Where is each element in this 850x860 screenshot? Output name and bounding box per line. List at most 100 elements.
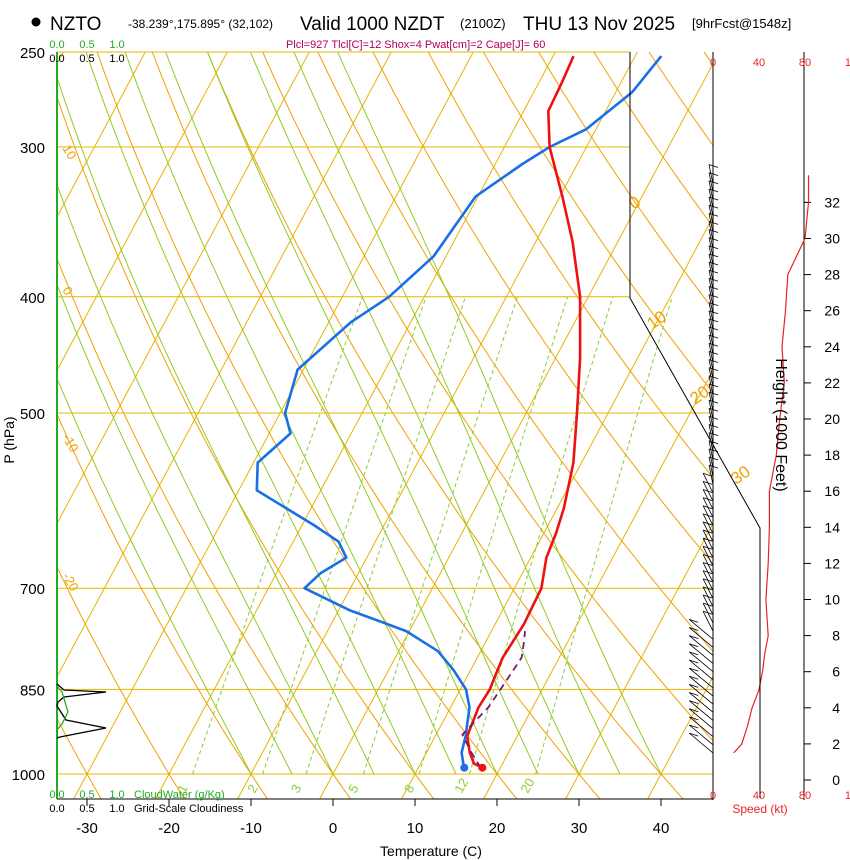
height-tick-label: 22: [824, 375, 840, 391]
isotherm-line: [401, 215, 713, 799]
wind-barb: [708, 440, 714, 461]
dry-adiabat-line: [783, 9, 850, 800]
wind-barb: [708, 237, 714, 258]
mixing-ratio-label: 2: [244, 782, 261, 796]
height-axis-title: Height (1000 Feet): [772, 358, 789, 491]
moist-adiabat-line: [165, 52, 498, 775]
height-tick-label: 32: [824, 194, 840, 210]
mixing-ratio-grid: 1 2 3 5 8 12 20: [174, 296, 673, 796]
wind-barb: [702, 481, 714, 502]
wind-barb: [708, 408, 714, 429]
wind-barb: [688, 684, 714, 705]
height-tick-label: 6: [832, 664, 840, 680]
height-tick-label: 8: [832, 628, 840, 644]
wind-barb: [708, 286, 714, 307]
dry-adiabat-line: [57, 256, 352, 799]
isotherm-line: [319, 62, 713, 799]
wind-barb: [688, 651, 714, 673]
wind-barb-flag: [708, 164, 719, 168]
wind-barb: [688, 716, 714, 737]
height-tick-label: 16: [824, 483, 840, 499]
cloudiness-title: Grid-Scale Cloudiness: [134, 803, 244, 815]
speed-tick-bottom: 0: [710, 790, 716, 802]
dry-adiabat-grid: 10 0 -10 -20: [57, 9, 850, 800]
wind-barb: [702, 489, 714, 510]
wind-barb: [688, 667, 714, 689]
cloudiness-tick-bottom: 0.0: [49, 803, 64, 815]
cloud-water-tick-bottom: 0.0: [49, 789, 64, 801]
x-axis-title: Temperature (C): [380, 843, 482, 859]
pressure-label: 850: [20, 682, 45, 699]
parcel-line: [461, 631, 526, 769]
wind-barb: [708, 261, 714, 282]
dewpoint-line: [255, 55, 663, 769]
wind-barb: [688, 708, 714, 729]
x-tick-label: 30: [571, 820, 588, 837]
sounding-profiles: [255, 55, 663, 772]
wind-barb: [708, 391, 714, 412]
speed-tick-bottom: 80: [799, 790, 811, 802]
wind-barb: [688, 635, 714, 656]
wind-barb: [708, 294, 714, 315]
wind-barb: [702, 611, 714, 632]
station-dot-icon: [31, 17, 41, 27]
wind-barb: [708, 351, 714, 372]
wind-barb: [688, 692, 714, 713]
height-tick-label: 20: [824, 411, 840, 427]
wind-barb-flag: [689, 643, 699, 648]
isotherm-line: [565, 522, 713, 799]
x-tick-label: 10: [407, 820, 424, 837]
wind-barb: [708, 456, 714, 477]
wind-barb-flag: [689, 708, 699, 713]
wind-barb: [708, 383, 714, 404]
wind-barb: [708, 448, 714, 469]
speed-axis-title: Speed (kt): [732, 802, 787, 816]
moist-adiabat-line: [85, 52, 416, 775]
cloud-water-tick-top: 1.0: [109, 39, 124, 51]
wind-barb: [702, 554, 714, 575]
dry-adiabat-line: [206, 52, 684, 799]
speed-tick-bottom: 12: [845, 790, 850, 802]
height-tick-label: 4: [832, 700, 840, 716]
dry-adiabat-line: [151, 52, 601, 799]
height-tick-label: 30: [824, 231, 840, 247]
wind-barb: [708, 465, 714, 485]
wind-barb: [702, 602, 714, 624]
wind-barb: [702, 529, 714, 551]
wind-barb-flag: [689, 732, 699, 737]
pressure-label: 700: [20, 581, 45, 598]
wind-barb-flag: [689, 675, 699, 680]
moist-adiabat-line: [249, 52, 580, 775]
wind-barb: [702, 473, 714, 494]
theta-label-right: 0: [625, 192, 644, 213]
dry-adiabat-line: [57, 412, 269, 799]
isotherm-line: [0, 9, 5, 800]
wind-barb: [688, 675, 714, 697]
pressure-label: 250: [20, 45, 45, 62]
surface-temperature-dot: [478, 763, 487, 772]
wind-speed-line: [733, 175, 810, 754]
pressure-label: 500: [20, 406, 45, 423]
cloud-water-trace: [56, 685, 69, 731]
theta-label-left: 10: [59, 142, 79, 162]
speed-tick-top: 0: [710, 57, 716, 69]
y-axis-title: P (hPa): [1, 416, 17, 463]
speed-tick-bottom: 40: [753, 790, 765, 802]
mixing-ratio-label: 8: [401, 782, 418, 796]
theta-label-left: -20: [59, 570, 81, 594]
isotherm-line: [57, 52, 146, 219]
wind-barb-flag: [689, 700, 699, 705]
wind-barb-flag: [689, 619, 699, 623]
wind-barb: [708, 229, 714, 250]
dry-adiabat-line: [57, 95, 435, 799]
cloud-water-tick-top: 0.5: [79, 39, 94, 51]
x-tick-label: -10: [240, 820, 262, 837]
dry-adiabat-line: [538, 52, 713, 310]
height-tick-label: 0: [832, 772, 840, 788]
dry-adiabat-line: [427, 52, 713, 479]
wind-barb: [688, 724, 714, 746]
wind-panel: 0246810121416182022242628303200404080801…: [688, 52, 850, 802]
wind-barb: [708, 196, 714, 217]
wind-barb: [688, 659, 714, 681]
wind-barb: [708, 375, 714, 396]
